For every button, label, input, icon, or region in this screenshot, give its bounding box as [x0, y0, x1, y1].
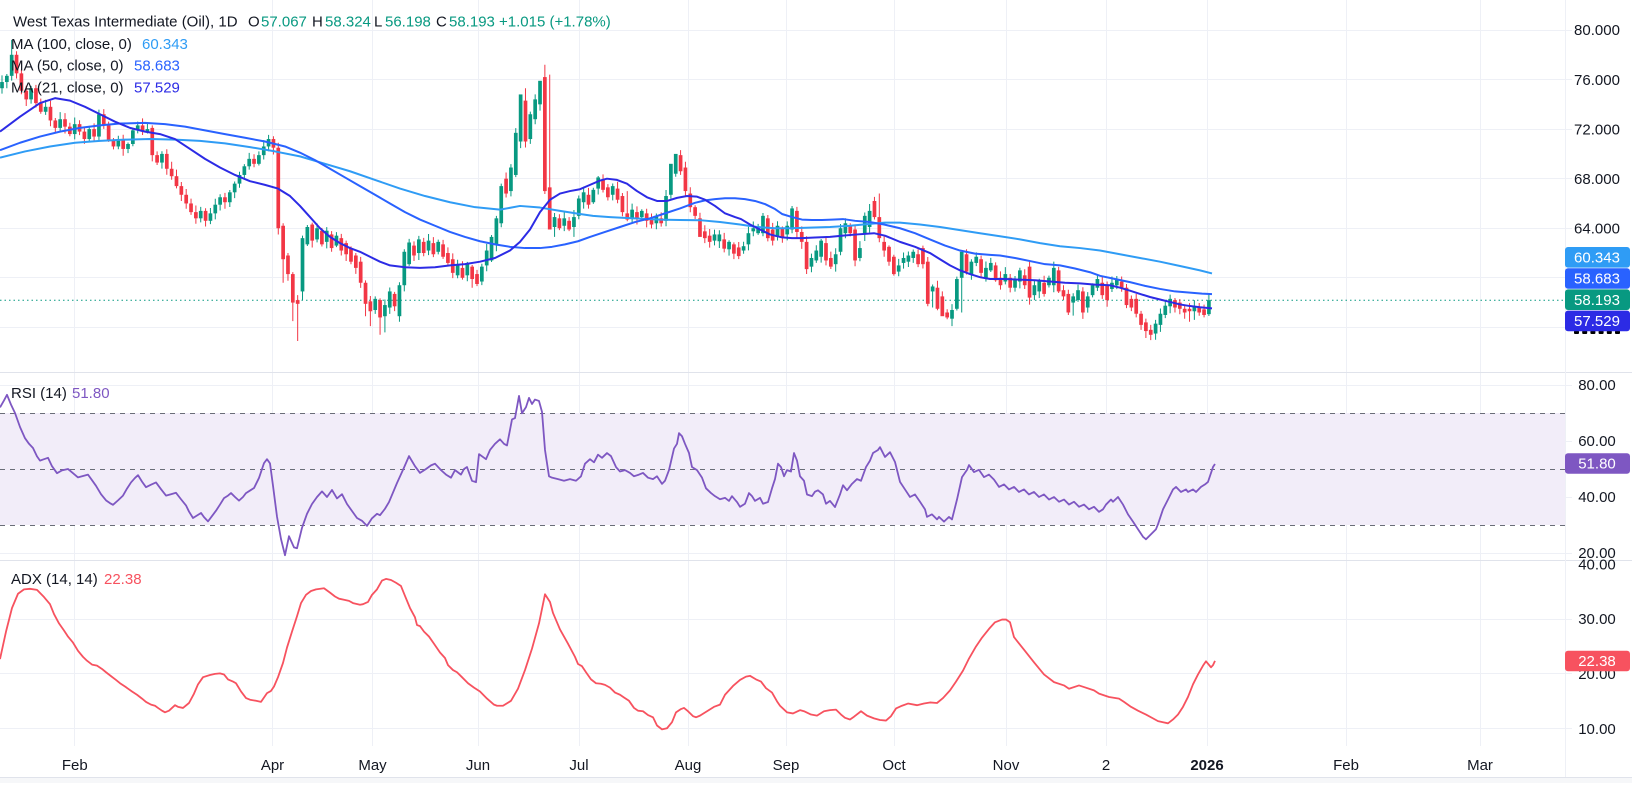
- svg-text:Feb: Feb: [1333, 757, 1359, 774]
- svg-text:Mar: Mar: [1467, 757, 1493, 774]
- svg-text:West Texas Intermediate (Oil),: West Texas Intermediate (Oil), 1D: [13, 14, 238, 31]
- svg-text:40.00: 40.00: [1578, 489, 1616, 506]
- svg-text:Nov: Nov: [993, 757, 1020, 774]
- svg-text:Jun: Jun: [466, 757, 490, 774]
- svg-text:Sep: Sep: [773, 757, 800, 774]
- svg-text:Feb: Feb: [62, 757, 88, 774]
- svg-text:MA (100, close, 0): MA (100, close, 0): [11, 36, 132, 53]
- svg-text:60.00: 60.00: [1578, 433, 1616, 450]
- svg-text:20.00: 20.00: [1578, 545, 1616, 562]
- svg-text:56.198: 56.198: [385, 14, 431, 31]
- svg-text:60.343: 60.343: [142, 36, 188, 53]
- svg-text:H: H: [312, 14, 323, 31]
- svg-text:57.529: 57.529: [134, 80, 180, 97]
- svg-text:O: O: [248, 14, 260, 31]
- svg-text:57.529: 57.529: [1574, 313, 1620, 330]
- svg-text:58.324: 58.324: [325, 14, 371, 31]
- svg-text:58.193: 58.193: [449, 14, 495, 31]
- svg-text:58.683: 58.683: [1574, 271, 1620, 288]
- svg-text:58.683: 58.683: [134, 58, 180, 75]
- svg-text:ADX (14, 14): ADX (14, 14): [11, 571, 98, 588]
- svg-text:58.193: 58.193: [1574, 292, 1620, 309]
- svg-text:10.00: 10.00: [1578, 721, 1616, 738]
- svg-text:MA (21, close, 0): MA (21, close, 0): [11, 80, 124, 97]
- svg-text:2026: 2026: [1190, 757, 1223, 774]
- svg-text:76.000: 76.000: [1574, 72, 1620, 89]
- svg-text:May: May: [358, 757, 387, 774]
- svg-text:80.000: 80.000: [1574, 22, 1620, 39]
- svg-text:Jul: Jul: [569, 757, 588, 774]
- svg-text:Aug: Aug: [675, 757, 702, 774]
- svg-text:51.80: 51.80: [72, 385, 110, 402]
- svg-text:72.000: 72.000: [1574, 121, 1620, 138]
- svg-text:80.00: 80.00: [1578, 377, 1616, 394]
- svg-text:+1.015 (+1.78%): +1.015 (+1.78%): [499, 14, 611, 31]
- svg-text:2: 2: [1102, 757, 1110, 774]
- svg-text:51.80: 51.80: [1578, 456, 1616, 473]
- svg-text:40.00: 40.00: [1578, 556, 1616, 573]
- svg-text:64.000: 64.000: [1574, 220, 1620, 237]
- svg-text:Apr: Apr: [261, 757, 284, 774]
- svg-text:MA (50, close, 0): MA (50, close, 0): [11, 58, 124, 75]
- svg-text:22.38: 22.38: [1578, 653, 1616, 670]
- svg-text:L: L: [374, 14, 382, 31]
- svg-text:RSI (14): RSI (14): [11, 385, 67, 402]
- svg-text:30.00: 30.00: [1578, 611, 1616, 628]
- svg-text:22.38: 22.38: [104, 571, 142, 588]
- svg-text:60.343: 60.343: [1574, 250, 1620, 267]
- svg-text:68.000: 68.000: [1574, 171, 1620, 188]
- svg-text:C: C: [436, 14, 447, 31]
- svg-text:Oct: Oct: [882, 757, 906, 774]
- svg-text:57.067: 57.067: [261, 14, 307, 31]
